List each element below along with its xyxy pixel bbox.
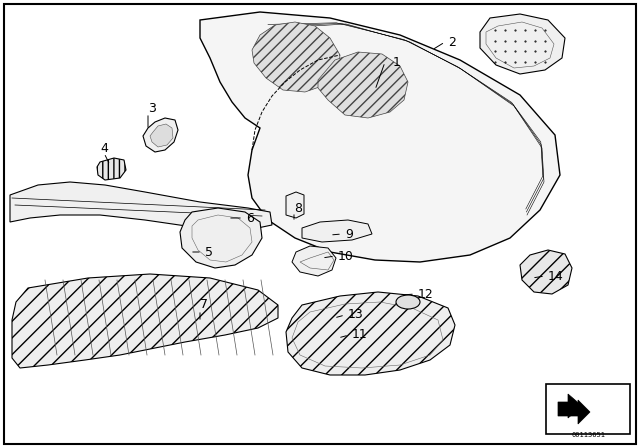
Text: 7: 7 [200, 298, 208, 311]
Polygon shape [520, 250, 572, 294]
Polygon shape [10, 182, 272, 230]
Text: 4: 4 [100, 142, 108, 155]
Polygon shape [97, 158, 126, 180]
Polygon shape [286, 192, 304, 218]
Bar [546, 384, 630, 434]
Text: 12: 12 [418, 288, 434, 301]
Text: 6: 6 [246, 211, 254, 224]
Polygon shape [150, 124, 173, 147]
Polygon shape [12, 274, 278, 368]
Ellipse shape [396, 295, 420, 309]
Text: 14: 14 [548, 270, 564, 283]
Text: 9: 9 [345, 228, 353, 241]
Text: 10: 10 [338, 250, 354, 263]
Polygon shape [302, 220, 372, 242]
Polygon shape [180, 208, 262, 268]
Polygon shape [480, 14, 565, 74]
Polygon shape [570, 400, 590, 424]
Text: 1: 1 [393, 56, 401, 69]
Text: 5: 5 [205, 246, 213, 258]
Polygon shape [286, 292, 455, 375]
Text: 11: 11 [352, 328, 368, 341]
Text: 2: 2 [448, 35, 456, 48]
Text: 3: 3 [148, 102, 156, 115]
Text: 13: 13 [348, 309, 364, 322]
Text: 00113651: 00113651 [571, 432, 605, 438]
Polygon shape [318, 52, 408, 118]
Polygon shape [252, 22, 340, 92]
Polygon shape [292, 246, 336, 276]
Polygon shape [200, 12, 560, 262]
Text: 8: 8 [294, 202, 302, 215]
Polygon shape [143, 118, 178, 152]
Polygon shape [558, 394, 582, 418]
